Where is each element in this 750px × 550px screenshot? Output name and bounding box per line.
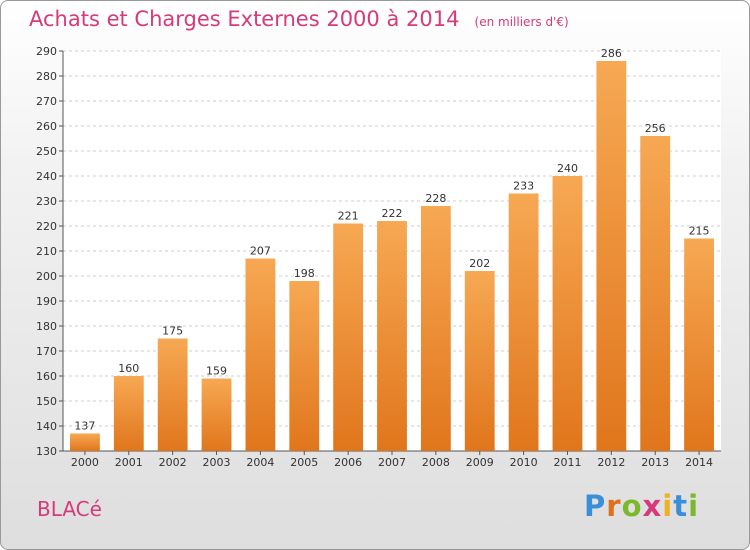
logo-letter: i xyxy=(688,489,700,523)
bar xyxy=(289,281,320,451)
x-tick-label: 2005 xyxy=(290,456,318,469)
y-tick-label: 260 xyxy=(36,120,57,133)
bar-value-label: 256 xyxy=(645,122,666,135)
logo-letter: i xyxy=(662,489,674,523)
x-tick-label: 2002 xyxy=(159,456,187,469)
bar xyxy=(70,433,100,451)
bar-value-label: 160 xyxy=(118,362,139,375)
bar xyxy=(245,258,276,451)
bar-value-label: 240 xyxy=(557,162,578,175)
bar-value-label: 221 xyxy=(338,210,359,223)
bar xyxy=(333,223,364,451)
x-tick-label: 2011 xyxy=(553,456,581,469)
bar-value-label: 228 xyxy=(425,192,446,205)
y-tick-label: 170 xyxy=(36,345,57,358)
bar xyxy=(157,338,188,451)
bar-value-label: 222 xyxy=(382,207,403,220)
bar-value-label: 202 xyxy=(469,257,490,270)
bar xyxy=(640,136,671,451)
y-tick-label: 130 xyxy=(36,445,57,458)
logo-letter: t xyxy=(673,489,689,523)
x-tick-label: 2006 xyxy=(334,456,362,469)
x-tick-label: 2008 xyxy=(422,456,450,469)
y-tick-label: 290 xyxy=(36,45,57,58)
x-tick-label: 2014 xyxy=(685,456,713,469)
x-tick-label: 2001 xyxy=(115,456,143,469)
bar xyxy=(508,193,539,451)
y-tick-label: 160 xyxy=(36,370,57,383)
y-tick-label: 220 xyxy=(36,220,57,233)
bar-value-label: 159 xyxy=(206,365,227,378)
y-tick-label: 140 xyxy=(36,420,57,433)
x-tick-label: 2012 xyxy=(597,456,625,469)
y-tick-label: 180 xyxy=(36,320,57,333)
chart-title: Achats et Charges Externes 2000 à 2014 xyxy=(29,7,460,31)
commune-name: BLACé xyxy=(37,497,102,521)
logo-letter: x xyxy=(642,489,663,523)
bar xyxy=(552,176,583,451)
bar-value-label: 175 xyxy=(162,325,183,338)
bar-value-label: 215 xyxy=(689,225,710,238)
x-tick-label: 2004 xyxy=(246,456,274,469)
bar-value-label: 137 xyxy=(74,420,95,433)
proxiti-logo[interactable]: Proxiti xyxy=(584,489,699,523)
logo-letter: P xyxy=(584,489,607,523)
bar xyxy=(596,61,627,451)
x-tick-label: 2010 xyxy=(510,456,538,469)
bar xyxy=(113,376,144,451)
x-tick-label: 2000 xyxy=(71,456,99,469)
y-tick-label: 150 xyxy=(36,395,57,408)
bar-value-label: 286 xyxy=(601,47,622,60)
y-tick-label: 200 xyxy=(36,270,57,283)
y-tick-label: 270 xyxy=(36,95,57,108)
chart-title-block: Achats et Charges Externes 2000 à 2014 (… xyxy=(29,7,569,31)
bar xyxy=(684,238,714,451)
y-tick-label: 280 xyxy=(36,70,57,83)
logo-letter: r xyxy=(606,489,622,523)
bar-value-label: 198 xyxy=(294,267,315,280)
x-tick-label: 2013 xyxy=(641,456,669,469)
bar xyxy=(420,206,451,451)
bar-value-label: 207 xyxy=(250,245,271,258)
bar xyxy=(464,271,495,451)
x-tick-label: 2007 xyxy=(378,456,406,469)
y-tick-label: 240 xyxy=(36,170,57,183)
y-tick-label: 230 xyxy=(36,195,57,208)
bar xyxy=(377,221,407,451)
bar xyxy=(201,378,232,451)
y-tick-label: 210 xyxy=(36,245,57,258)
bar-value-label: 233 xyxy=(513,180,534,193)
chart-unit: (en milliers d'€) xyxy=(474,15,569,29)
logo-letter: o xyxy=(621,489,643,523)
x-tick-label: 2009 xyxy=(466,456,494,469)
y-tick-label: 250 xyxy=(36,145,57,158)
y-tick-label: 190 xyxy=(36,295,57,308)
x-tick-label: 2003 xyxy=(203,456,231,469)
